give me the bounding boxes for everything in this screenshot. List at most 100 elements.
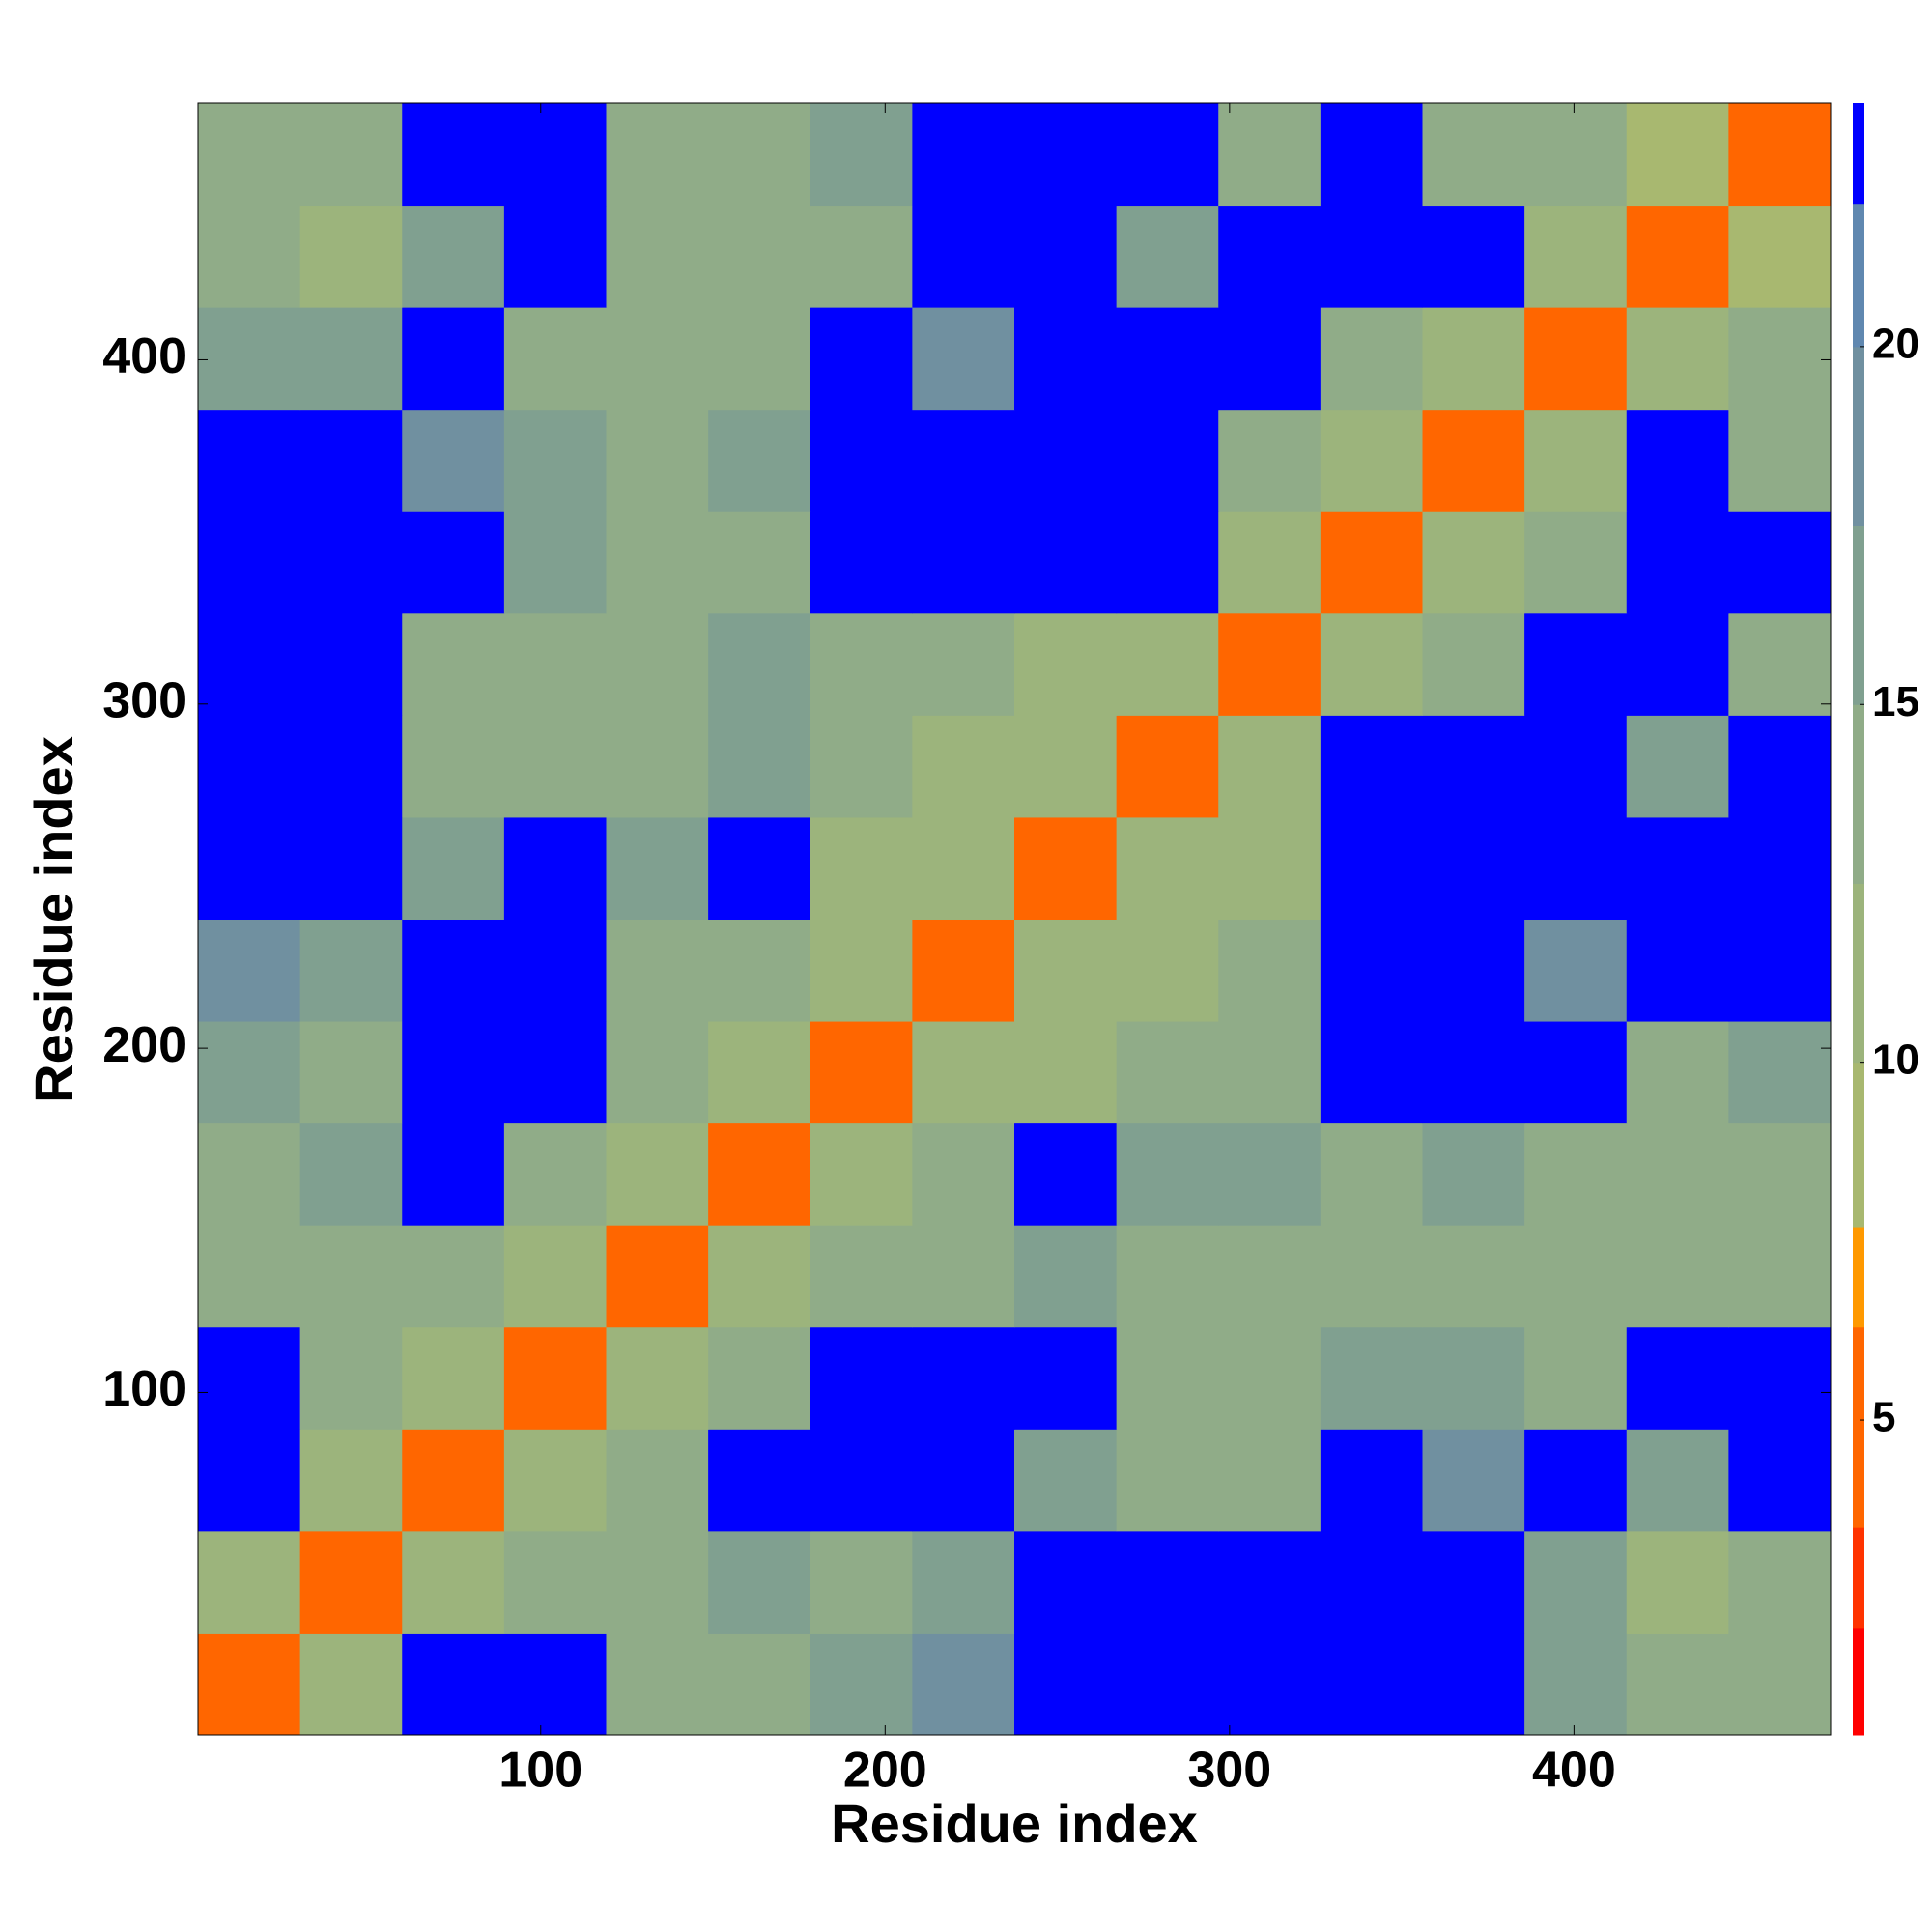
heatmap-cell — [1728, 1122, 1832, 1226]
colorbar-tick-label: 10 — [1872, 1036, 1919, 1083]
heatmap-cell — [1626, 1021, 1729, 1124]
colorbar-segment — [1853, 346, 1864, 526]
heatmap-cell — [708, 205, 811, 308]
heatmap-cell — [1014, 1225, 1118, 1328]
heatmap-cell — [299, 1225, 403, 1328]
heatmap-cell — [1524, 715, 1628, 818]
heatmap-cell — [1422, 715, 1525, 818]
heatmap-cell — [1116, 612, 1219, 716]
heatmap-cell — [1728, 1021, 1832, 1124]
heatmap-cell — [810, 715, 913, 818]
heatmap-cell — [1014, 1429, 1118, 1532]
heatmap-cell — [1116, 1326, 1219, 1430]
heatmap-cell — [912, 1326, 1015, 1430]
heatmap-cell — [503, 816, 607, 920]
heatmap-cell — [912, 307, 1015, 411]
heatmap-cell — [708, 307, 811, 411]
x-tick-label: 200 — [843, 1743, 927, 1799]
heatmap-cell — [708, 1122, 811, 1226]
y-axis-title: Residue index — [23, 736, 84, 1103]
heatmap-cell — [1626, 103, 1729, 207]
heatmap-cell — [810, 1429, 913, 1532]
heatmap-cell — [810, 816, 913, 920]
heatmap-cell — [1524, 612, 1628, 716]
heatmap-cell — [606, 919, 709, 1022]
heatmap-cell — [1422, 816, 1525, 920]
heatmap-cell — [1422, 612, 1525, 716]
heatmap-cell — [1014, 1021, 1118, 1124]
heatmap-cell — [1728, 1225, 1832, 1328]
heatmap-cell — [606, 1225, 709, 1328]
heatmap-cell — [1218, 715, 1321, 818]
colorbar-tick-label: 5 — [1872, 1394, 1895, 1441]
heatmap-cell — [708, 511, 811, 614]
heatmap-cell — [503, 919, 607, 1022]
heatmap-cell — [1626, 205, 1729, 308]
heatmap-cell — [402, 205, 505, 308]
heatmap-cell — [1422, 919, 1525, 1022]
heatmap-cell — [708, 919, 811, 1022]
heatmap-cell — [1524, 1530, 1628, 1634]
heatmap-cell — [1524, 1021, 1628, 1124]
heatmap-cell — [299, 1429, 403, 1532]
heatmap-cell — [912, 1633, 1015, 1736]
heatmap-cell — [912, 715, 1015, 818]
heatmap-cell — [503, 1021, 607, 1124]
heatmap-cell — [1626, 1326, 1729, 1430]
heatmap-cell — [198, 1530, 301, 1634]
heatmap-cell — [299, 1633, 403, 1736]
heatmap-cell — [1626, 409, 1729, 512]
heatmap-cell — [1320, 1122, 1423, 1226]
heatmap-cell — [503, 1122, 607, 1226]
heatmap-cell — [1728, 409, 1832, 512]
colorbar-segment — [1853, 1062, 1864, 1228]
heatmap-cell — [810, 1530, 913, 1634]
heatmap-cell — [1116, 511, 1219, 614]
heatmap-cell — [1218, 511, 1321, 614]
heatmap-cell — [1014, 1122, 1118, 1226]
heatmap-cell — [708, 715, 811, 818]
heatmap-cell — [1320, 511, 1423, 614]
heatmap-cell — [1014, 715, 1118, 818]
heatmap-cell — [606, 816, 709, 920]
heatmap-cell — [299, 511, 403, 614]
heatmap-cell — [606, 715, 709, 818]
heatmap-cell — [1728, 919, 1832, 1022]
heatmap-cell — [1728, 511, 1832, 614]
heatmap-cell — [708, 1429, 811, 1532]
heatmap-cell — [1014, 307, 1118, 411]
colorbar-tick-label: 20 — [1872, 320, 1919, 367]
heatmap-cell — [1218, 1633, 1321, 1736]
colorbar-segment — [1853, 1326, 1864, 1528]
colorbar-segment — [1853, 1627, 1864, 1736]
heatmap-cell — [1320, 409, 1423, 512]
heatmap-cell — [810, 1021, 913, 1124]
heatmap-cell — [198, 816, 301, 920]
heatmap-cell — [1014, 205, 1118, 308]
heatmap-cell — [1524, 1429, 1628, 1532]
x-tick-label: 300 — [1187, 1743, 1271, 1799]
heatmap-cell — [1014, 1326, 1118, 1430]
heatmap-cell — [1422, 1225, 1525, 1328]
heatmap-cell — [606, 1326, 709, 1430]
heatmap-cell — [1218, 409, 1321, 512]
heatmap-cell — [198, 1021, 301, 1124]
heatmap-cell — [299, 1122, 403, 1226]
heatmap-cell — [810, 409, 913, 512]
heatmap-cell — [1422, 103, 1525, 207]
heatmap-cell — [503, 409, 607, 512]
heatmap-cell — [1422, 1021, 1525, 1124]
heatmap-cell — [606, 103, 709, 207]
heatmap-cell — [299, 409, 403, 512]
heatmap-cell — [1116, 715, 1219, 818]
plot-frame — [197, 102, 1832, 1736]
heatmap-cell — [402, 1225, 505, 1328]
heatmap-cell — [299, 1021, 403, 1124]
heatmap-cell — [1626, 715, 1729, 818]
heatmap-cell — [1320, 816, 1423, 920]
heatmap-cell — [810, 511, 913, 614]
heatmap-cell — [1524, 103, 1628, 207]
heatmap-cell — [606, 511, 709, 614]
heatmap-cell — [810, 307, 913, 411]
heatmap-cell — [1320, 1326, 1423, 1430]
